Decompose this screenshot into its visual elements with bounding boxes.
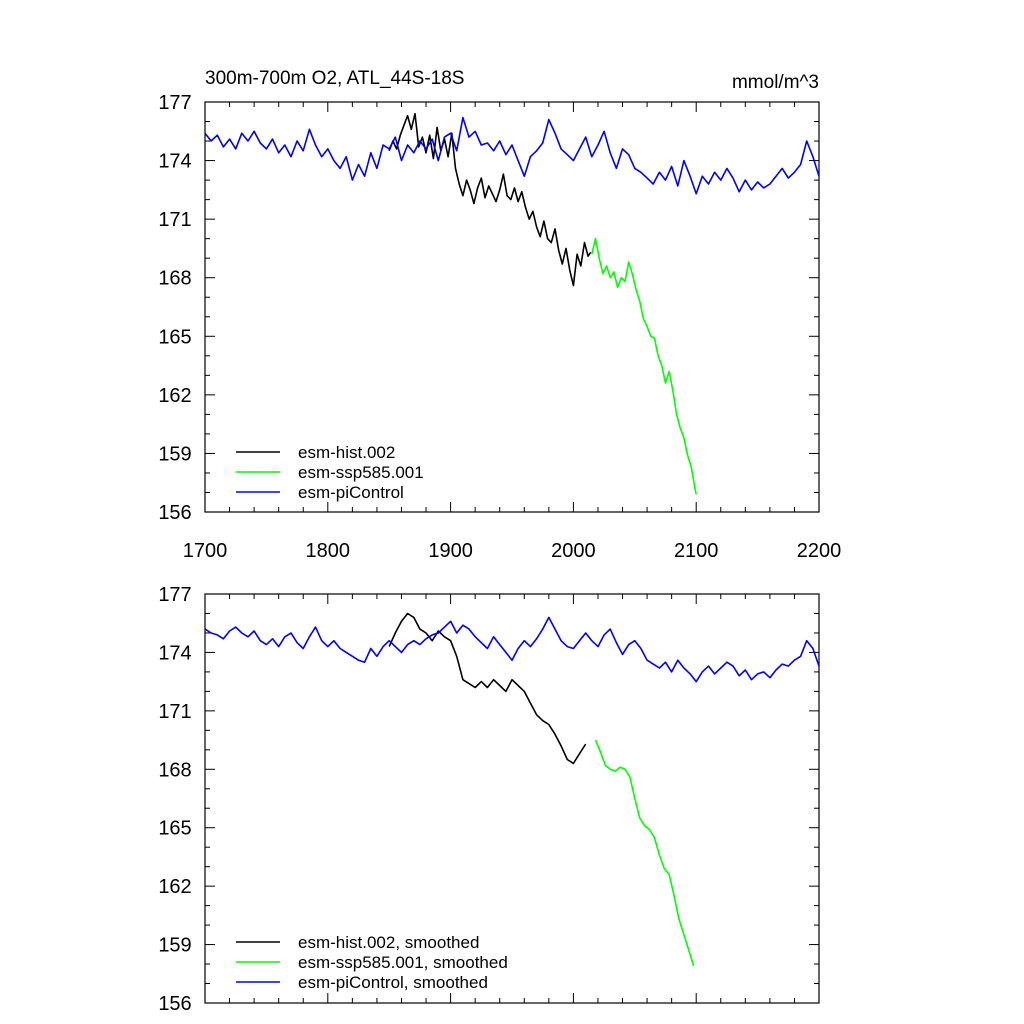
plot-frame	[204, 593, 820, 1004]
y-tick-label: 171	[158, 209, 191, 231]
series-line-1	[594, 739, 695, 967]
y-tick-label: 156	[158, 502, 191, 524]
y-tick-label: 165	[158, 326, 191, 348]
y-tick-label: 174	[158, 642, 191, 664]
x-tick-label: 1800	[306, 540, 351, 562]
legend-label-1: esm-ssp585.001, smoothed	[298, 953, 508, 972]
plot-frame	[204, 101, 820, 513]
legend-label-2: esm-piControl, smoothed	[298, 973, 488, 992]
series-line-0	[388, 112, 592, 287]
y-tick-label: 171	[158, 701, 191, 723]
series-line-1	[591, 237, 697, 495]
y-tick-label: 177	[158, 584, 191, 606]
legend-label-1: esm-ssp585.001	[298, 463, 424, 482]
panel-top: 156 159 162 165 168 171 174 177 1700 1800 1900 2000…	[158, 68, 841, 562]
y-tick-label: 168	[158, 268, 191, 290]
y-tick-label: 162	[158, 385, 191, 407]
legend-label-2: esm-piControl	[298, 483, 404, 502]
series-line-0	[388, 612, 587, 765]
y-tick-label: 168	[158, 759, 191, 781]
y-tick-label: 159	[158, 443, 191, 465]
y-tick-label: 156	[158, 993, 191, 1015]
x-tick-label: 2100	[674, 540, 719, 562]
panel-bottom: 156 159 162 165 168 171 174 177 esm-hist.002, sm…	[158, 584, 820, 1015]
legend-label-0: esm-hist.002, smoothed	[298, 933, 479, 952]
x-tick-label: 1900	[428, 540, 473, 562]
x-tick-label: 2200	[797, 540, 842, 562]
series-line-2	[204, 116, 820, 195]
y-tick-label: 177	[158, 92, 191, 114]
y-tick-label: 159	[158, 935, 191, 957]
x-tick-label: 1700	[183, 540, 228, 562]
series-line-2	[204, 616, 820, 683]
y-tick-label: 174	[158, 151, 191, 173]
x-tick-label: 2000	[551, 540, 596, 562]
legend-label-0: esm-hist.002	[298, 443, 395, 462]
units-label: mmol/m^3	[732, 72, 819, 93]
y-tick-label: 165	[158, 818, 191, 840]
chart-title: 300m-700m O2, ATL_44S-18S	[205, 68, 464, 89]
y-tick-label: 162	[158, 876, 191, 898]
